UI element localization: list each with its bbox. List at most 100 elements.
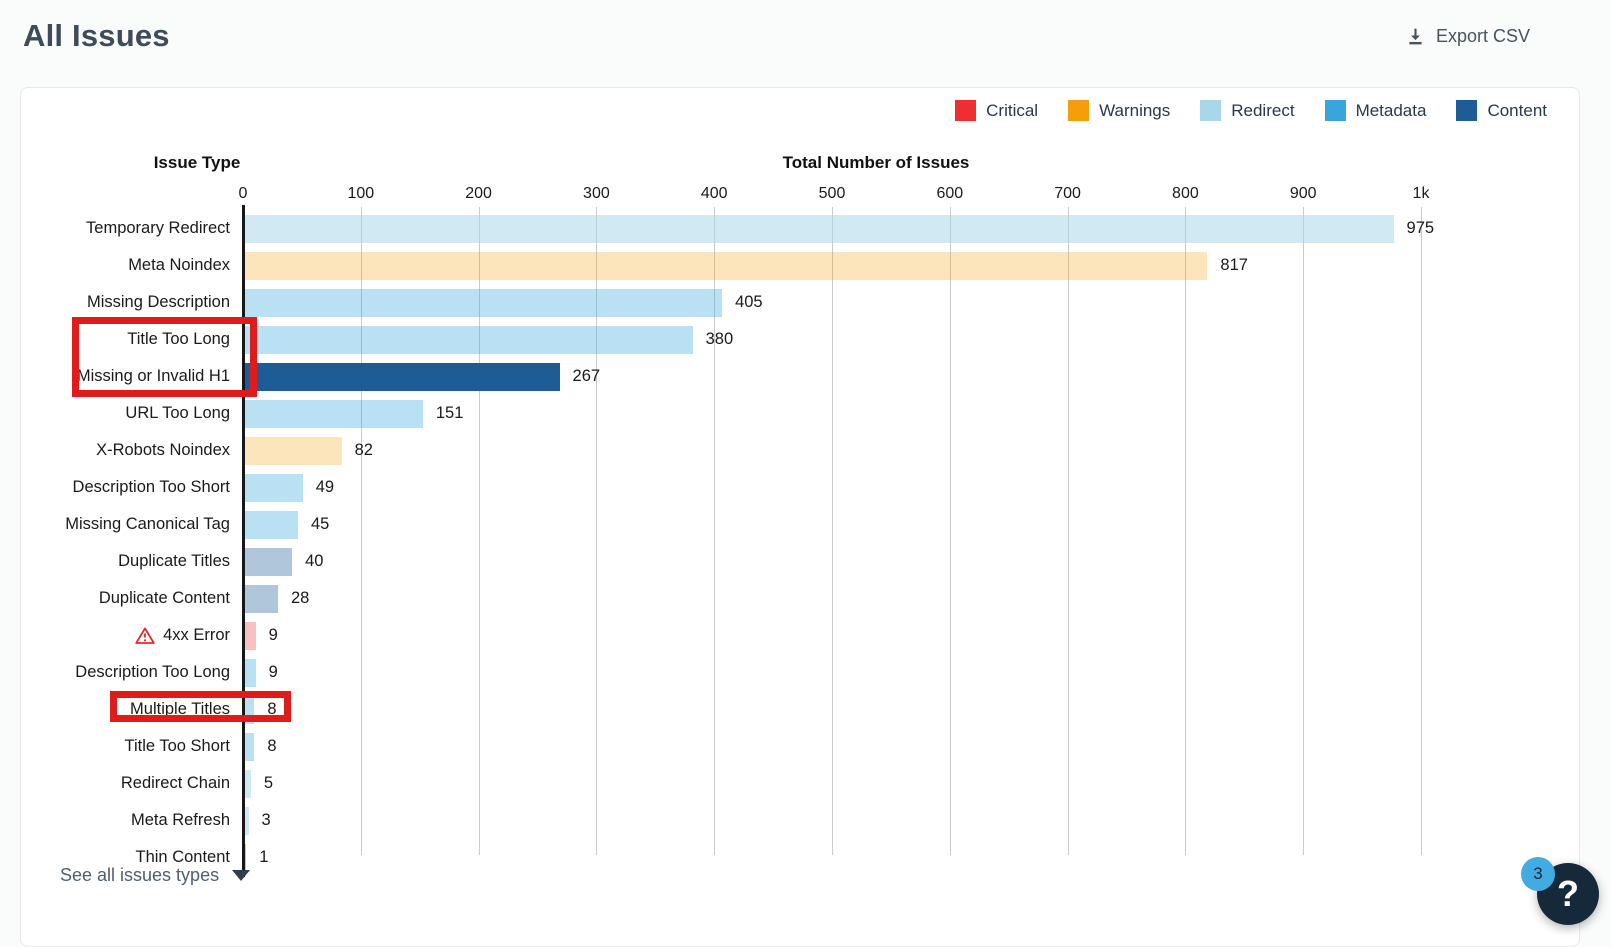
- issue-value: 405: [735, 293, 763, 311]
- export-csv-label: Export CSV: [1435, 26, 1530, 46]
- legend-label: Redirect: [1231, 100, 1295, 120]
- legend-label: Content: [1487, 100, 1547, 120]
- issue-row: X-Robots Noindex 82: [20, 432, 1580, 469]
- gridline: [1303, 207, 1304, 855]
- issue-label: Description Too Long: [75, 663, 230, 681]
- issue-value: 45: [311, 515, 330, 533]
- legend-swatch-metadata: [1324, 100, 1346, 121]
- issue-bar[interactable]: [245, 252, 1208, 280]
- issue-bar[interactable]: [245, 548, 293, 576]
- legend-item-content[interactable]: Content: [1456, 100, 1547, 121]
- question-mark-icon: ?: [1557, 873, 1579, 914]
- issue-bar[interactable]: [245, 622, 256, 650]
- x-tick-label: 100: [347, 185, 375, 202]
- issue-label: URL Too Long: [125, 404, 230, 422]
- issue-label: Duplicate Titles: [118, 552, 230, 570]
- gridline: [832, 207, 833, 855]
- x-tick-label: 700: [1054, 185, 1081, 202]
- issue-label: Missing or Invalid H1: [76, 367, 230, 385]
- issue-label: Duplicate Content: [98, 589, 230, 607]
- export-csv-button[interactable]: Export CSV: [1405, 26, 1530, 47]
- issue-label: Missing Canonical Tag: [65, 515, 230, 533]
- issue-row: Meta Refresh 3: [20, 802, 1580, 839]
- gridline: [596, 207, 597, 855]
- issue-bar[interactable]: [245, 844, 247, 872]
- issue-value: 817: [1220, 256, 1248, 274]
- issue-bar[interactable]: [245, 363, 560, 391]
- issue-value: 40: [305, 552, 324, 570]
- issue-row: Missing Canonical Tag 45: [20, 506, 1580, 543]
- legend-swatch-redirect: [1200, 100, 1222, 121]
- issue-value: 82: [354, 441, 373, 459]
- issue-value: 151: [435, 404, 464, 422]
- legend-swatch-warnings: [1068, 100, 1090, 121]
- issue-row: Temporary Redirect 975: [20, 210, 1580, 247]
- gridline: [950, 207, 951, 855]
- x-tick-label: 300: [583, 185, 610, 202]
- issue-row: Missing Description 405: [20, 284, 1580, 321]
- issue-bar[interactable]: [245, 326, 693, 354]
- gridline: [1421, 207, 1422, 855]
- issue-value: 8: [267, 700, 277, 718]
- all-issues-chart: Issue Type Total Number of Issues Tempor…: [20, 87, 1580, 917]
- legend-label: Metadata: [1355, 100, 1427, 120]
- issue-bar[interactable]: [245, 733, 255, 761]
- issue-bar[interactable]: [245, 511, 298, 539]
- issue-bar[interactable]: [245, 807, 249, 835]
- issue-label: Missing Description: [86, 293, 230, 311]
- issue-row: Redirect Chain 5: [20, 765, 1580, 802]
- issue-bar[interactable]: [245, 659, 256, 687]
- issue-bar[interactable]: [245, 437, 342, 465]
- issue-value: 49: [315, 478, 335, 496]
- issue-bar[interactable]: [245, 215, 1394, 243]
- issue-label: Temporary Redirect: [86, 219, 230, 237]
- issue-bar[interactable]: [245, 770, 251, 798]
- help-notification-badge[interactable]: 3: [1521, 857, 1555, 891]
- see-all-issues-toggle[interactable]: See all issues types: [60, 865, 251, 886]
- legend-label: Warnings: [1099, 100, 1171, 120]
- download-icon: [1405, 26, 1426, 47]
- x-tick-label: 1k: [1412, 185, 1430, 202]
- gridline: [1068, 207, 1069, 855]
- issue-bar[interactable]: [245, 585, 278, 613]
- issue-label: Redirect Chain: [120, 774, 230, 792]
- legend-item-warnings[interactable]: Warnings: [1068, 100, 1170, 121]
- issue-value: 8: [267, 737, 277, 755]
- y-axis-title: Issue Type: [153, 153, 241, 172]
- issue-row: Description Too Short 49: [20, 469, 1580, 506]
- issue-bar[interactable]: [245, 400, 423, 428]
- legend-item-metadata[interactable]: Metadata: [1324, 100, 1427, 121]
- x-tick-label: 600: [936, 185, 964, 202]
- x-tick-label: 800: [1172, 185, 1199, 202]
- chevron-down-icon: [232, 870, 251, 881]
- issue-value: 380: [705, 330, 734, 348]
- issue-value: 5: [263, 774, 274, 792]
- issue-row: Missing or Invalid H1 267: [20, 358, 1580, 395]
- issue-bar[interactable]: [245, 696, 255, 724]
- help-badge-count: 3: [1533, 864, 1543, 883]
- see-all-label: See all issues types: [60, 865, 220, 885]
- issue-value: 3: [261, 811, 271, 829]
- legend-swatch-critical: [955, 100, 977, 121]
- legend-item-critical[interactable]: Critical: [955, 100, 1038, 121]
- issue-row: Thin Content 1: [20, 839, 1580, 876]
- issue-value: 9: [268, 626, 278, 644]
- issue-label: X-Robots Noindex: [96, 441, 230, 459]
- legend-item-redirect[interactable]: Redirect: [1200, 100, 1295, 121]
- issue-row: 4xx Error 9: [20, 617, 1580, 654]
- issue-row: URL Too Long 151: [20, 395, 1580, 432]
- issue-row: Multiple Titles 8: [20, 691, 1580, 728]
- issue-value: 975: [1406, 219, 1435, 237]
- issue-row: Meta Noindex 817: [20, 247, 1580, 284]
- issue-label: Title Too Short: [124, 737, 230, 755]
- warning-triangle-icon: [135, 626, 155, 645]
- gridline: [479, 207, 480, 855]
- issue-label: Multiple Titles: [130, 700, 230, 718]
- gridline: [1185, 207, 1186, 855]
- issue-label: Title Too Long: [127, 330, 230, 348]
- issue-bar[interactable]: [245, 474, 303, 502]
- issue-row: Duplicate Titles 40: [20, 543, 1580, 580]
- issue-row: Title Too Long 380: [20, 321, 1580, 358]
- issue-bar[interactable]: [245, 289, 723, 317]
- issue-row: Duplicate Content 28: [20, 580, 1580, 617]
